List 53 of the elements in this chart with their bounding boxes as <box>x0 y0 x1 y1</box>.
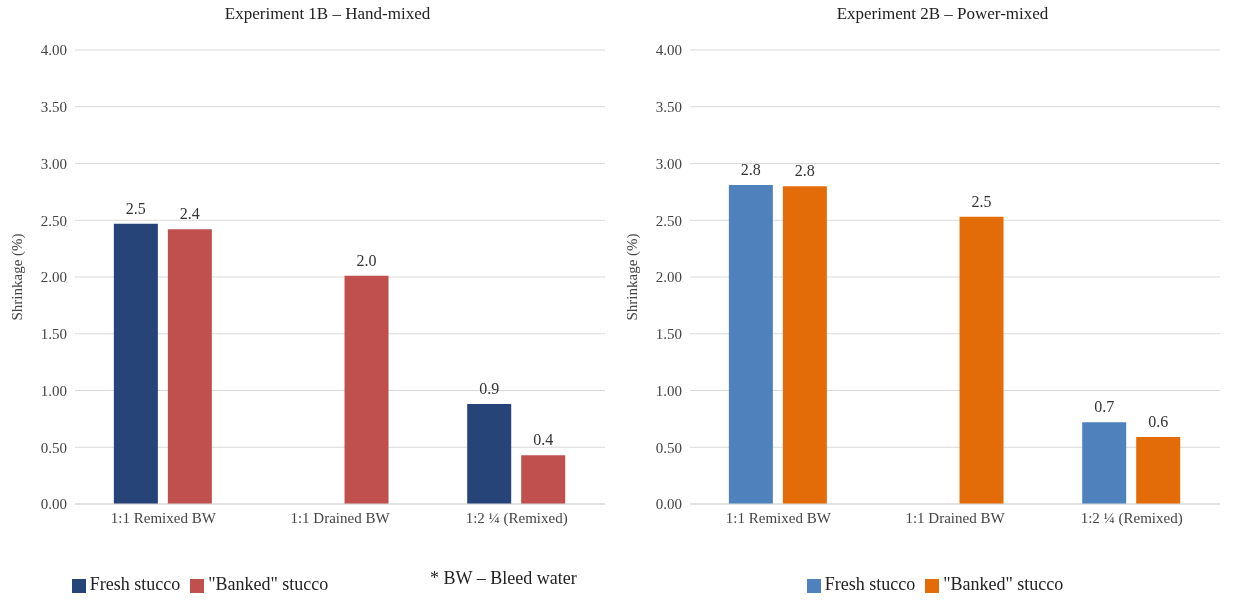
y-tick-label: 1.00 <box>40 382 67 399</box>
y-tick-label: 2.00 <box>655 269 682 286</box>
chart-title: Experiment 1B – Hand-mixed <box>223 3 432 25</box>
bar <box>467 404 512 504</box>
legend-label: Fresh stucco <box>89 574 181 594</box>
y-axis-title: Shrinkage (%) <box>9 233 27 321</box>
y-tick-label: 1.00 <box>655 382 682 399</box>
data-label: 0.4 <box>533 431 554 449</box>
x-tick-label: 1:2 ¼ (Remixed) <box>465 509 568 527</box>
y-tick-label: 4.00 <box>40 42 67 59</box>
y-axis-title: Shrinkage (%) <box>624 233 642 321</box>
bar <box>167 229 212 504</box>
bar <box>782 186 827 504</box>
y-tick-label: 3.50 <box>655 99 682 116</box>
data-label: 2.8 <box>794 162 815 180</box>
y-tick-label: 0.50 <box>655 439 682 456</box>
data-label: 0.9 <box>479 380 500 398</box>
data-label: 0.6 <box>1148 413 1169 431</box>
y-tick-label: 4.00 <box>655 42 682 59</box>
y-tick-label: 2.50 <box>655 212 682 229</box>
y-tick-label: 3.00 <box>40 155 67 172</box>
x-tick-label: 1:2 ¼ (Remixed) <box>1080 509 1183 527</box>
legend-label: "Banked" stucco <box>208 574 329 594</box>
bar <box>113 223 158 504</box>
y-tick-label: 2.00 <box>40 269 67 286</box>
y-tick-label: 3.50 <box>40 99 67 116</box>
bar <box>959 216 1004 504</box>
y-tick-label: 0.00 <box>40 496 67 513</box>
data-label: 2.5 <box>971 192 992 210</box>
bar <box>728 185 773 504</box>
bar <box>1136 437 1181 504</box>
data-label: 2.0 <box>356 251 377 269</box>
y-tick-label: 0.50 <box>40 439 67 456</box>
bar <box>1082 422 1127 504</box>
text: * BW – Bleed water <box>430 568 577 589</box>
x-tick-label: 1:1 Remixed BW <box>110 509 217 526</box>
legend-label: Fresh stucco <box>824 574 916 594</box>
data-label: 2.4 <box>179 205 200 223</box>
data-label: 2.8 <box>740 161 761 179</box>
x-tick-label: 1:1 Remixed BW <box>725 509 832 526</box>
y-tick-label: 3.00 <box>655 155 682 172</box>
data-label: 0.7 <box>1094 398 1115 416</box>
y-tick-label: 2.50 <box>40 212 67 229</box>
y-tick-label: 1.50 <box>655 326 682 343</box>
y-tick-label: 1.50 <box>40 326 67 343</box>
x-tick-label: 1:1 Drained BW <box>905 509 1006 526</box>
data-label: 2.5 <box>125 199 146 217</box>
y-tick-label: 0.00 <box>655 496 682 513</box>
x-tick-label: 1:1 Drained BW <box>290 509 391 526</box>
legend-label: "Banked" stucco <box>943 574 1064 594</box>
bar <box>521 455 566 504</box>
chart-title: Experiment 2B – Power-mixed <box>835 3 1050 25</box>
bar <box>344 275 389 504</box>
